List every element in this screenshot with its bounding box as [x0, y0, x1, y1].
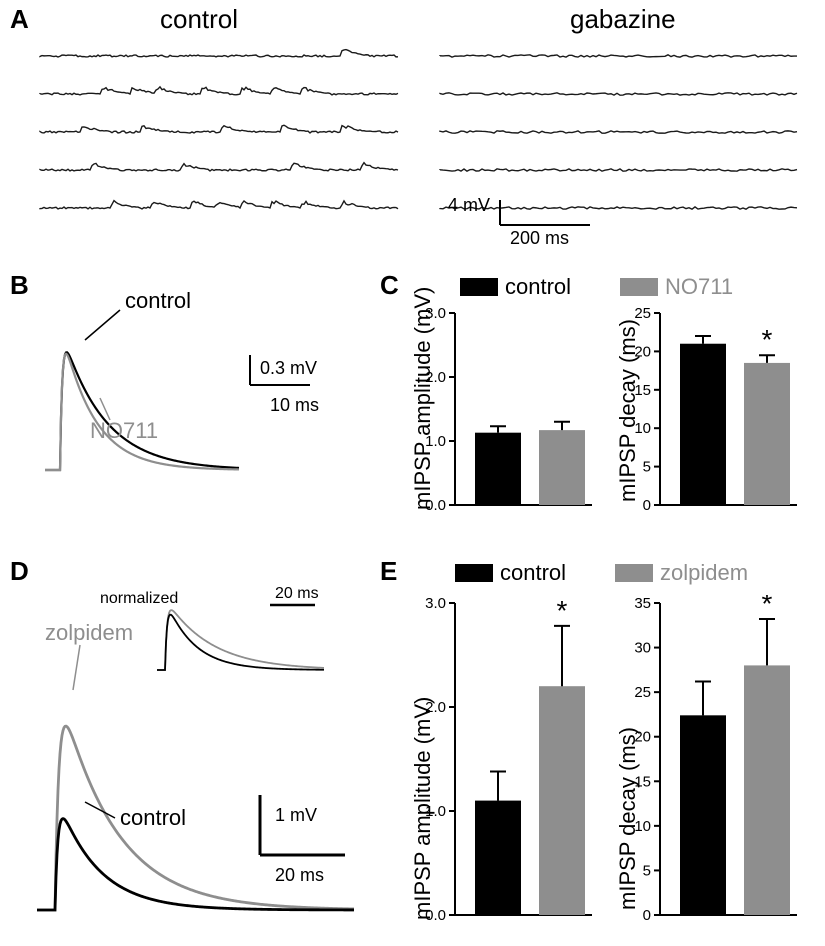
svg-text:control: control — [125, 290, 191, 313]
panel-c-amplitude-chart: 0.01.02.03.0 — [410, 305, 600, 525]
svg-text:*: * — [557, 595, 568, 626]
svg-text:35: 35 — [634, 595, 651, 612]
panel-d-inset-scale-x: 20 ms — [275, 585, 319, 603]
svg-text:0: 0 — [643, 907, 651, 924]
panel-b-scalebar — [240, 350, 330, 400]
panel-a-control-title: control — [160, 4, 238, 35]
panel-d-inset-label: normalized — [100, 590, 178, 608]
panel-e-legend-drug-box — [615, 564, 653, 582]
panel-e-legend-drug-text: zolpidem — [660, 560, 748, 586]
panel-c-legend-drug-text: NO711 — [665, 274, 733, 300]
panel-e-legend-control-box — [455, 564, 493, 582]
panel-a-traces — [30, 40, 810, 250]
panel-e-amplitude-chart: 0.01.02.03.0* — [410, 595, 600, 935]
panel-e-left-ylabel: mIPSP amplitude (mV) — [410, 697, 436, 920]
svg-text:*: * — [762, 324, 773, 355]
svg-text:25: 25 — [634, 684, 651, 701]
panel-c-legend-control-text: control — [505, 274, 571, 300]
panel-d-scalebar — [250, 790, 360, 870]
panel-e-right-ylabel: mIPSP decay (ms) — [615, 727, 641, 910]
panel-c-left-ylabel: mIPSP amplitude (mV) — [410, 287, 436, 510]
panel-e-label: E — [380, 556, 397, 587]
svg-text:control: control — [120, 805, 186, 830]
svg-text:NO711: NO711 — [90, 418, 158, 443]
panel-a-gabazine-title: gabazine — [570, 4, 676, 35]
svg-text:5: 5 — [643, 862, 651, 879]
svg-text:zolpidem: zolpidem — [45, 620, 133, 645]
panel-a-label: A — [10, 4, 29, 35]
panel-a-scale-y: 4 mV — [448, 195, 490, 216]
panel-b-label: B — [10, 270, 29, 301]
svg-text:5: 5 — [643, 459, 651, 476]
panel-c-decay-chart: 0510152025* — [615, 305, 805, 525]
panel-c-right-ylabel: mIPSP decay (ms) — [615, 319, 641, 502]
panel-e-legend-control-text: control — [500, 560, 566, 586]
panel-c-legend-drug-box — [620, 278, 658, 296]
svg-text:3.0: 3.0 — [425, 595, 446, 612]
panel-c-legend-control-box — [460, 278, 498, 296]
svg-text:30: 30 — [634, 640, 651, 657]
svg-text:*: * — [762, 595, 773, 619]
panel-c-label: C — [380, 270, 399, 301]
panel-e-decay-chart: 05101520253035* — [615, 595, 805, 935]
svg-text:0: 0 — [643, 497, 651, 514]
panel-a-scale-x: 200 ms — [510, 228, 569, 249]
